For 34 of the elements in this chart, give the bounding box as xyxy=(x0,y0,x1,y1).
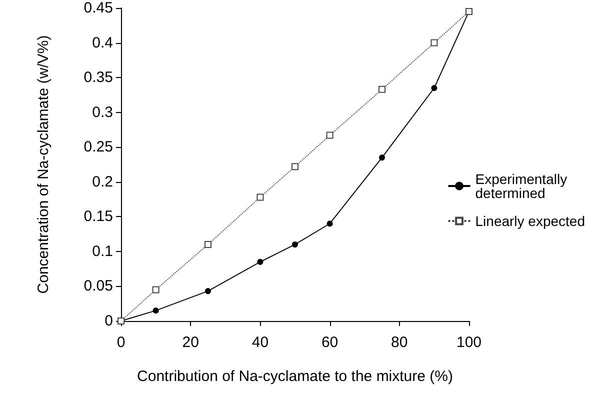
y-tick-label: 0.2 xyxy=(92,173,113,190)
point xyxy=(152,308,159,314)
legend-label: Linearly expected xyxy=(475,213,586,229)
y-tick-label: 0.35 xyxy=(84,69,113,86)
y-tick-label: 0.05 xyxy=(84,278,113,295)
y-tick-label: 0.3 xyxy=(92,104,113,121)
point xyxy=(204,240,212,248)
point xyxy=(256,194,264,201)
y-tick-label: 0.1 xyxy=(92,242,113,260)
point xyxy=(430,39,438,46)
point xyxy=(326,132,334,139)
y-tick-label: 0.25 xyxy=(84,138,113,156)
y-tick-label: 0 xyxy=(104,312,113,330)
y-tick-label: 0.4 xyxy=(92,34,113,52)
x-tick-label: 80 xyxy=(391,334,408,351)
point xyxy=(257,258,264,265)
y-axis-title: Concentration of Na-cyclamate (w/V%) xyxy=(35,35,52,294)
y-tick-label: 0.15 xyxy=(84,208,113,226)
x-tick-label: 0 xyxy=(116,334,126,351)
x-tick-label: 20 xyxy=(182,334,199,351)
point xyxy=(292,163,298,170)
x-tick-label: 40 xyxy=(252,334,269,351)
point xyxy=(326,220,333,227)
point xyxy=(292,241,298,248)
point xyxy=(378,86,386,93)
legend-label: Experimentally determined xyxy=(475,171,571,201)
y-tick-label: 0.45 xyxy=(84,0,113,16)
point xyxy=(379,154,385,161)
point xyxy=(205,288,211,294)
x-tick-label: 100 xyxy=(456,334,482,351)
x-axis-title: Contribution of Na-cyclamate to the mixture (%) xyxy=(137,368,453,385)
point xyxy=(152,286,160,294)
x-tick-label: 60 xyxy=(321,334,338,351)
point xyxy=(431,84,438,91)
